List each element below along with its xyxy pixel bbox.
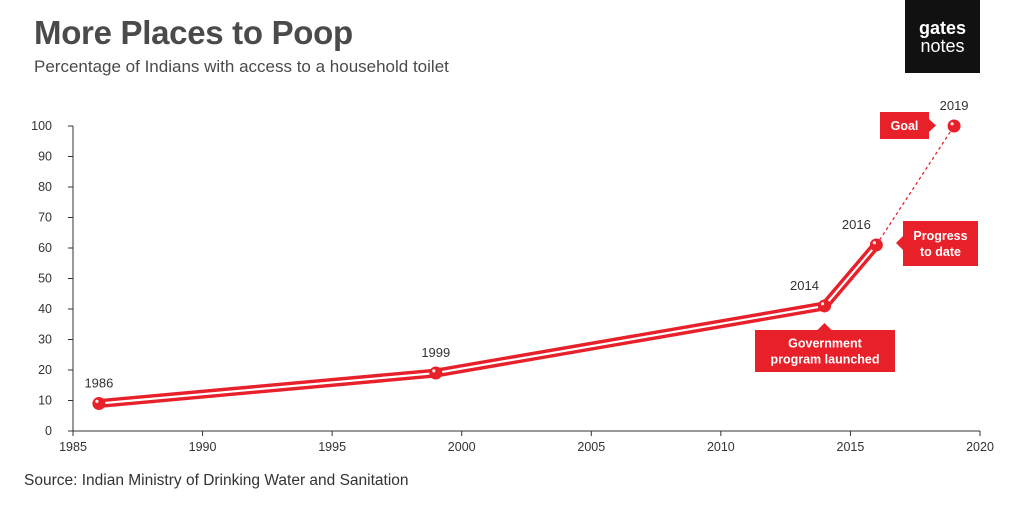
y-tick-label: 80 [38, 180, 52, 194]
y-tick-label: 100 [31, 119, 52, 133]
y-tick-label: 30 [38, 333, 52, 347]
callout-goal-text: Goal [891, 119, 919, 133]
callout-government-text: program launched [770, 353, 879, 367]
callout-goal-box [880, 112, 929, 139]
point-year-label: 2019 [940, 98, 969, 113]
progress-line-inner [97, 243, 878, 405]
data-point [429, 366, 443, 380]
callout-progress-text: to date [920, 245, 961, 259]
y-tick-label: 50 [38, 272, 52, 286]
callout-government-box [755, 330, 895, 372]
data-point [818, 299, 832, 313]
x-tick-label: 2000 [448, 440, 476, 454]
logo-line-1: gates [918, 17, 967, 38]
data-point [869, 238, 883, 252]
x-tick-label: 2015 [837, 440, 865, 454]
callout-progress-text: Progress [913, 229, 967, 243]
point-year-label: 1986 [84, 376, 113, 391]
y-tick-label: 60 [38, 241, 52, 255]
callout-government-text: Government [788, 337, 862, 351]
callout-progress-pointer [896, 236, 903, 250]
x-tick-label: 1985 [59, 440, 87, 454]
x-tick-label: 2020 [966, 440, 994, 454]
chart-subtitle: Percentage of Indians with access to a h… [34, 57, 449, 76]
callout-progress-box [903, 221, 978, 266]
y-tick-label: 40 [38, 302, 52, 316]
data-point-highlight [95, 399, 99, 403]
progress-line-outer [94, 240, 881, 409]
data-point-highlight [820, 302, 825, 306]
data-point [947, 119, 961, 133]
y-tick-label: 10 [38, 394, 52, 408]
logo-line-2: notes [920, 35, 965, 56]
x-tick-label: 2010 [707, 440, 735, 454]
source-note: Source: Indian Ministry of Drinking Wate… [24, 472, 409, 489]
x-tick-label: 2005 [577, 440, 605, 454]
y-tick-label: 90 [38, 150, 52, 164]
data-point-highlight [950, 122, 954, 126]
data-point-highlight [432, 369, 436, 373]
chart-title: More Places to Poop [34, 14, 353, 51]
data-point [92, 397, 106, 411]
y-tick-label: 20 [38, 363, 52, 377]
gates-notes-logo: gates notes [905, 0, 980, 73]
callout-government-pointer [817, 323, 832, 330]
callout-goal-pointer [929, 119, 936, 132]
data-point-highlight [872, 241, 876, 245]
y-tick-label: 0 [45, 424, 52, 438]
point-year-label: 2014 [790, 278, 819, 293]
y-tick-label: 70 [38, 211, 52, 225]
point-year-label: 1999 [421, 345, 450, 360]
point-year-label: 2016 [842, 217, 871, 232]
x-tick-label: 1995 [318, 440, 346, 454]
x-tick-label: 1990 [189, 440, 217, 454]
